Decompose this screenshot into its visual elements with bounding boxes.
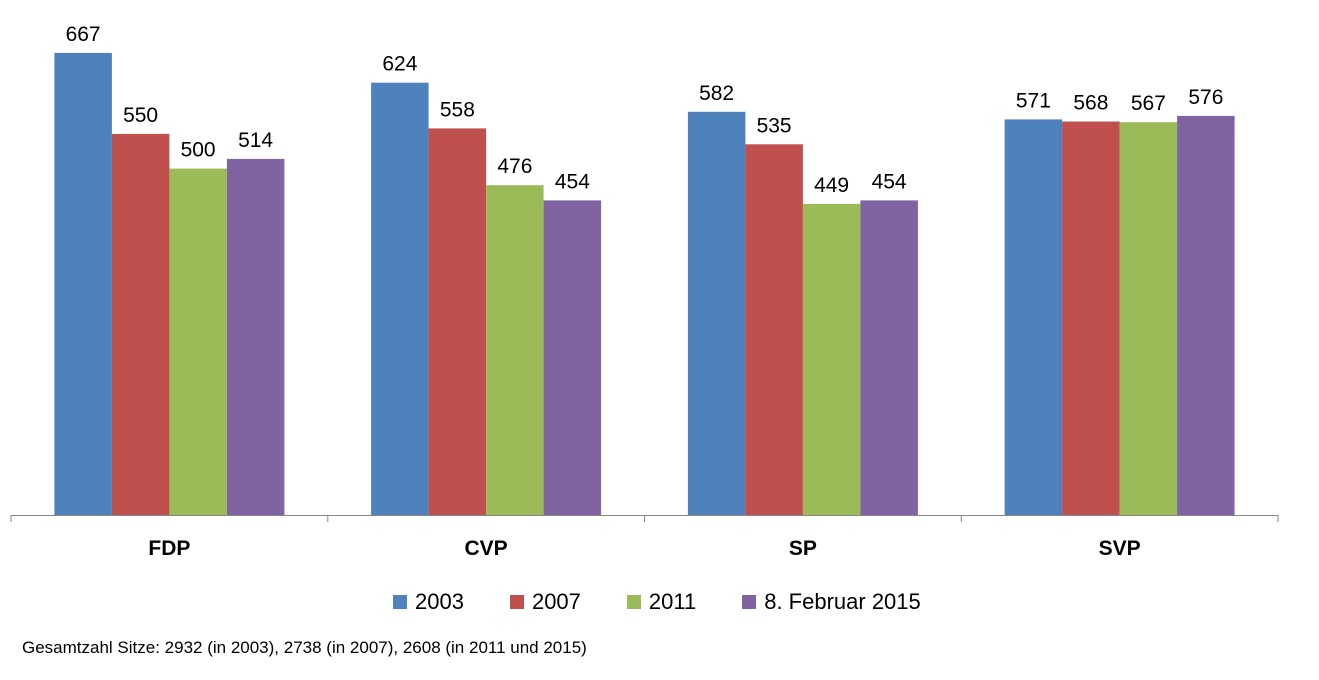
bar-sp-2011 (802, 203, 861, 515)
legend: 2003 2007 2011 8. Februar 2015 (393, 589, 921, 615)
bar-fdp-8-februar-2015 (226, 158, 285, 515)
category-label-cvp: CVP (465, 537, 508, 560)
value-label: 476 (497, 155, 532, 178)
bar-svp-8-februar-2015 (1177, 115, 1235, 516)
legend-item: 2007 (509, 589, 581, 615)
legend-swatch (626, 595, 641, 609)
value-label: 576 (1188, 86, 1223, 109)
bar-cvp-8-februar-2015 (543, 200, 602, 515)
bar-svp-2011 (1119, 122, 1178, 515)
value-label: 568 (1073, 92, 1108, 115)
legend-swatch (742, 595, 757, 609)
bar-cvp-2011 (486, 185, 544, 515)
bar-fdp-2011 (169, 168, 227, 515)
value-label: 454 (872, 170, 907, 193)
value-label: 624 (382, 53, 417, 76)
value-label: 582 (699, 82, 734, 105)
bar-svp-2003 (1004, 119, 1063, 516)
value-label: 550 (123, 104, 158, 127)
legend-item: 2011 (626, 589, 697, 615)
bar-cvp-2003 (371, 82, 429, 515)
value-label: 567 (1131, 92, 1166, 115)
value-label: 449 (814, 174, 849, 197)
bar-cvp-2007 (428, 128, 487, 515)
category-label-svp: SVP (1099, 537, 1141, 560)
legend-swatch (509, 595, 524, 609)
value-label: 558 (440, 98, 475, 121)
value-label: 500 (181, 139, 216, 162)
category-label-fdp: FDP (148, 537, 190, 560)
legend-label: 2007 (531, 589, 581, 614)
bar-sp-2003 (687, 111, 746, 516)
bar-chart: 667 550 500 514 624 558 476 454 582 535 449 454 571 5… (10, 23, 1279, 560)
legend-label: 2003 (415, 589, 464, 614)
legend-label: 2011 (648, 589, 697, 614)
bar-sp-2007 (745, 144, 803, 516)
value-label: 571 (1016, 89, 1051, 112)
value-label: 454 (555, 170, 590, 193)
bar-fdp-2003 (54, 52, 112, 516)
legend-item: 8. Februar 2015 (742, 589, 921, 615)
footnote: Gesamtzahl Sitze: 2932 (in 2003), 2738 (… (22, 638, 587, 657)
bar-svp-2007 (1062, 121, 1120, 515)
category-label-sp: SP (789, 537, 817, 560)
bar-fdp-2007 (111, 133, 170, 515)
value-label: 514 (238, 129, 273, 152)
legend-item: 2003 (393, 589, 464, 615)
legend-swatch (393, 595, 407, 609)
value-label: 667 (66, 23, 101, 46)
value-labels-layer: 667 550 500 514 624 558 476 454 582 535 449 454 571 5… (66, 23, 1224, 197)
bar-sp-8-februar-2015 (860, 200, 918, 515)
x-axis: FDP CVP SP SVP (10, 515, 1279, 560)
value-label: 535 (757, 114, 792, 137)
bars-layer (54, 52, 1235, 516)
legend-label: 8. Februar 2015 (764, 589, 921, 614)
